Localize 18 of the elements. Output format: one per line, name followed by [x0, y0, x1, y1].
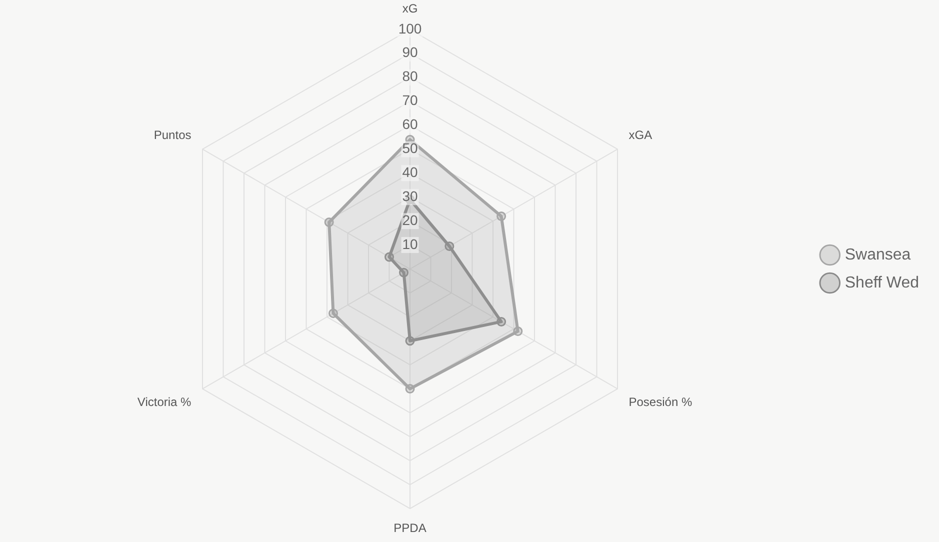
y-tick-label: 100 [398, 20, 422, 36]
y-tick-label: 80 [402, 68, 418, 84]
spoke-label: PPDA [394, 521, 426, 536]
y-tick-label: 60 [402, 116, 418, 132]
legend-label: Sheff Wed [844, 274, 919, 292]
spoke-label: Victoria % [137, 394, 192, 409]
y-tick-label: 10 [402, 236, 418, 252]
spoke-label: Puntos [154, 128, 192, 142]
spoke-label: xGA [628, 128, 652, 142]
y-tick-label: 90 [402, 44, 418, 60]
y-tick-label: 50 [402, 140, 418, 156]
legend-label: Swansea [844, 246, 911, 264]
y-tick-label: 40 [402, 164, 418, 180]
y-tick-label: 20 [402, 212, 418, 228]
spoke-label: xG [402, 2, 418, 16]
spoke-label: Posesión % [628, 394, 692, 409]
y-tick-label: 70 [402, 92, 418, 108]
y-tick-label: 30 [402, 188, 418, 204]
